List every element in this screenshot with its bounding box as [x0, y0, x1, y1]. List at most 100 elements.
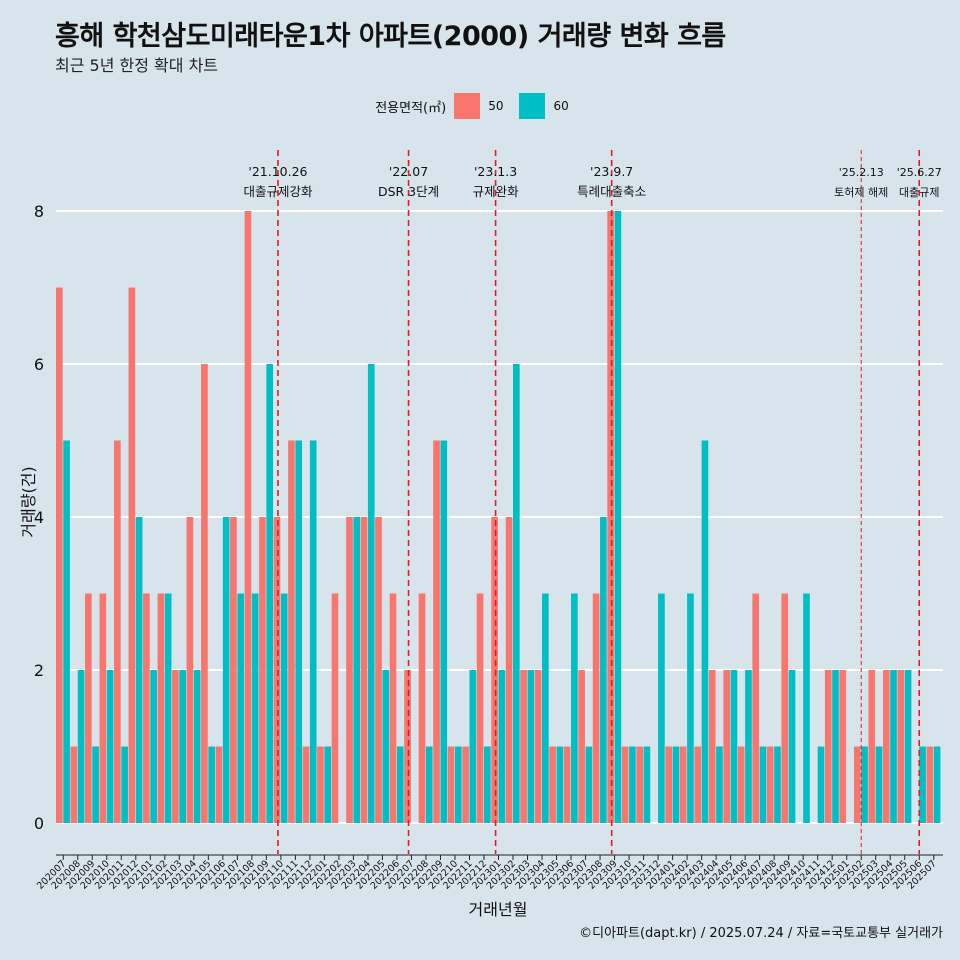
legend-title: 전용면적(㎡) [375, 100, 447, 116]
bar-60-202010 [106, 670, 114, 823]
bar-50-202408 [766, 746, 774, 823]
event-date: '25.2.13 [839, 166, 884, 179]
event-label: 대출규제 [899, 186, 939, 199]
bar-60-202310 [629, 746, 636, 823]
bar-50-202407 [752, 593, 760, 823]
bar-60-202108 [251, 593, 259, 823]
bar-50-202211 [462, 746, 469, 823]
legend: 전용면적(㎡) 50 60 [0, 93, 960, 119]
bar-60-202111 [295, 440, 303, 823]
bar-60-202205 [382, 670, 390, 823]
bar-50-202209 [433, 440, 440, 823]
bar-60-202303 [527, 670, 535, 823]
legend-label-50: 50 [488, 99, 504, 113]
bar-50-202208 [418, 593, 426, 823]
bar-50-202309 [607, 211, 614, 823]
bar-60-202107 [237, 593, 245, 823]
bar-60-202305 [556, 746, 564, 823]
bar-60-202308 [600, 517, 607, 823]
bar-60-202109 [266, 364, 274, 823]
bar-60-202103 [179, 670, 186, 823]
bar-60-202404 [716, 746, 723, 823]
bar-60-202112 [309, 440, 317, 823]
bar-60-202405 [730, 670, 738, 823]
bar-50-202301 [491, 517, 498, 823]
bar-60-202302 [513, 364, 520, 823]
legend-swatch-60 [519, 93, 546, 119]
bar-60-202203 [353, 517, 361, 823]
y-tick-label: 4 [34, 508, 44, 527]
event-date: '25.6.27 [897, 166, 942, 179]
chart-subtitle: 최근 5년 한정 확대 차트 [55, 56, 219, 75]
bar-60-202102 [164, 593, 172, 823]
bar-50-202501 [839, 670, 847, 823]
bar-60-202101 [150, 670, 157, 823]
event-label: 특례대출축소 [577, 184, 646, 199]
bar-50-202305 [549, 746, 556, 823]
legend-swatch-50 [454, 93, 481, 119]
bar-60-202311 [643, 746, 651, 823]
bar-50-202202 [331, 593, 339, 823]
y-tick-label: 8 [34, 202, 44, 221]
bar-50-202203 [346, 517, 353, 823]
bar-60-202110 [280, 593, 288, 823]
bar-50-202303 [520, 670, 527, 823]
event-date: '22.07 [389, 164, 428, 179]
bar-60-202505 [904, 670, 912, 823]
y-axis-title: 거래량(건) [19, 466, 38, 537]
bar-60-202307 [585, 746, 593, 823]
bar-50-202105 [201, 364, 208, 823]
bar-60-202007 [63, 440, 70, 823]
bar-60-202201 [324, 746, 332, 823]
bar-50-202311 [636, 746, 643, 823]
bar-50-202310 [621, 746, 629, 823]
bar-60-202406 [745, 670, 752, 823]
bar-50-202409 [781, 593, 789, 823]
source-caption: ©디아파트(dapt.kr) / 2025.07.24 / 자료=국토교통부 실… [579, 926, 943, 941]
bar-50-202504 [882, 670, 890, 823]
bar-50-202207 [404, 670, 411, 823]
bar-50-202103 [172, 670, 179, 823]
event-date: '21.10.26 [248, 164, 307, 179]
bar-60-202506 [919, 746, 926, 823]
event-label: 규제완화 [473, 184, 520, 199]
bar-50-202405 [723, 670, 731, 823]
event-label: DSR 3단계 [378, 184, 439, 199]
bar-60-202009 [92, 746, 99, 823]
bar-50-202009 [85, 593, 92, 823]
event-date: '23.1.3 [474, 164, 517, 179]
bar-60-202012 [135, 517, 143, 823]
bar-50-202010 [99, 593, 107, 823]
bar-50-202401 [665, 746, 672, 823]
bar-50-202109 [259, 517, 266, 823]
bar-60-202106 [222, 517, 230, 823]
bar-50-202112 [302, 746, 310, 823]
bar-60-202312 [658, 593, 665, 823]
bar-50-202402 [679, 746, 687, 823]
bar-50-202502 [853, 746, 861, 823]
bar-60-202306 [571, 593, 578, 823]
bar-50-202412 [824, 670, 832, 823]
legend-label-60: 60 [553, 99, 569, 113]
bar-50-202212 [476, 593, 484, 823]
bar-60-202301 [498, 670, 506, 823]
x-axis-title: 거래년월 [469, 900, 528, 919]
bar-50-202111 [288, 440, 295, 823]
bar-60-202105 [208, 746, 215, 823]
bar-60-202211 [469, 670, 477, 823]
bar-60-202208 [425, 746, 433, 823]
bar-50-202201 [317, 746, 324, 823]
bar-60-202403 [701, 440, 709, 823]
bar-60-202210 [454, 746, 462, 823]
bar-60-202412 [832, 670, 839, 823]
bar-60-202411 [817, 746, 825, 823]
bar-50-202206 [389, 593, 397, 823]
bar-50-202308 [592, 593, 600, 823]
bar-60-202008 [77, 670, 85, 823]
bar-50-202210 [447, 746, 455, 823]
bar-60-202206 [396, 746, 404, 823]
bar-60-202410 [803, 593, 810, 823]
bar-60-202402 [687, 593, 694, 823]
y-tick-label: 0 [34, 814, 44, 833]
